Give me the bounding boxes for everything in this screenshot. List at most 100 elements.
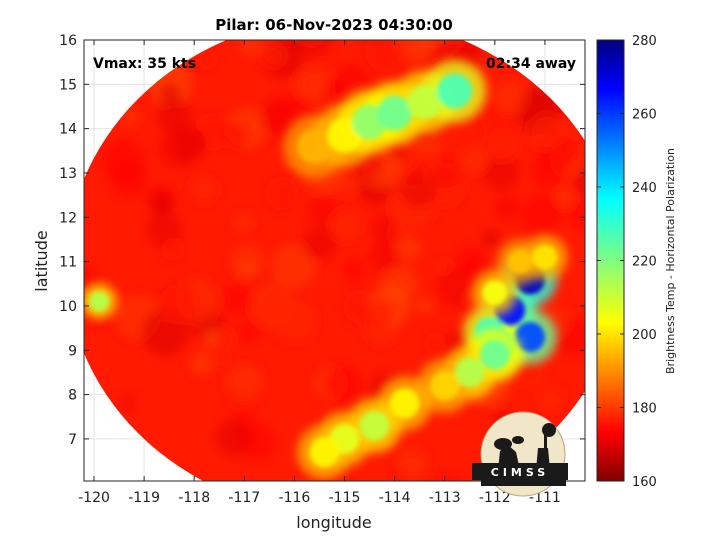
colorbar-ticks: 160 180 200 220 240 260 280 bbox=[597, 34, 657, 490]
feature-point bbox=[532, 244, 558, 270]
x-tick-label: -118 bbox=[178, 490, 210, 506]
feature-band-east-upper bbox=[472, 234, 568, 316]
feature-point bbox=[389, 388, 420, 419]
time-offset-annotation: 02:34 away bbox=[486, 56, 576, 72]
texture-cell bbox=[208, 350, 229, 371]
texture-cell bbox=[265, 176, 299, 211]
chart-title: Pilar: 06-Nov-2023 04:30:00 bbox=[215, 16, 453, 34]
feature-point bbox=[437, 73, 473, 109]
feature-rainband-north bbox=[282, 59, 487, 178]
texture-cell bbox=[273, 298, 318, 343]
texture-cell bbox=[528, 112, 567, 151]
texture-cell bbox=[261, 44, 286, 69]
feature-point bbox=[429, 370, 460, 401]
texture-cell bbox=[238, 259, 257, 279]
colorbar-label: Brightness Temp - Horizontal Polarizatio… bbox=[664, 148, 677, 374]
texture-cell bbox=[240, 40, 264, 56]
feature-core bbox=[482, 244, 558, 306]
colorbar-tick-label: 240 bbox=[632, 181, 657, 196]
texture-cell bbox=[515, 358, 546, 390]
texture-cell bbox=[342, 258, 367, 283]
feature-core bbox=[309, 339, 510, 468]
texture-cell bbox=[159, 126, 201, 168]
texture-cell bbox=[161, 237, 186, 261]
texture-cell bbox=[157, 284, 198, 325]
texture-cell bbox=[366, 299, 395, 328]
texture-cell bbox=[399, 171, 437, 209]
texture-cell bbox=[482, 154, 520, 191]
texture-cell bbox=[554, 188, 575, 209]
colorbar bbox=[596, 39, 625, 482]
feature-point bbox=[377, 95, 413, 131]
texture-cell bbox=[495, 195, 520, 220]
feature-point bbox=[479, 339, 510, 370]
logo-text: CIMSS bbox=[491, 466, 549, 479]
texture-cell bbox=[573, 168, 585, 194]
texture-cell bbox=[101, 139, 145, 183]
feature-point bbox=[309, 437, 340, 468]
texture-cell bbox=[396, 446, 428, 478]
y-tick-label: 15 bbox=[59, 77, 77, 93]
x-tick-label: -112 bbox=[479, 490, 511, 506]
texture-cell bbox=[493, 80, 528, 115]
y-tick-label: 13 bbox=[59, 166, 77, 182]
texture-cell bbox=[84, 267, 96, 288]
colorbar-tick-label: 200 bbox=[632, 328, 657, 343]
feature-spot-west bbox=[84, 283, 118, 320]
texture-cell bbox=[293, 67, 327, 101]
x-tick-label: -116 bbox=[279, 490, 311, 506]
texture-cell bbox=[233, 212, 254, 233]
x-tick-label: -120 bbox=[78, 490, 110, 506]
texture-cell bbox=[482, 229, 500, 248]
texture-cell bbox=[120, 107, 142, 128]
texture-cell bbox=[221, 283, 254, 316]
colorbar-tick-label: 180 bbox=[632, 402, 657, 417]
texture-cell bbox=[226, 364, 264, 401]
y-tick-label: 8 bbox=[68, 388, 77, 404]
feature-point bbox=[359, 410, 390, 441]
y-tick-label: 10 bbox=[59, 299, 77, 315]
texture-cell bbox=[395, 237, 421, 262]
x-tick-label: -113 bbox=[429, 490, 461, 506]
feature-point bbox=[514, 321, 545, 352]
colorbar-tick-label: 220 bbox=[632, 255, 657, 270]
texture-cell bbox=[119, 394, 137, 412]
feature-point bbox=[454, 357, 485, 388]
texture-cell bbox=[154, 197, 173, 216]
y-axis-label: latitude bbox=[32, 230, 51, 291]
texture-cell bbox=[423, 332, 447, 355]
texture-cell bbox=[302, 226, 338, 261]
x-tick-label: -115 bbox=[329, 490, 361, 506]
texture-cell bbox=[196, 49, 219, 71]
texture-cell bbox=[215, 419, 252, 457]
y-tick-label: 14 bbox=[59, 122, 77, 138]
feature-point bbox=[507, 249, 533, 275]
feature-core bbox=[296, 73, 473, 164]
texture-cell bbox=[459, 145, 489, 175]
texture-cell bbox=[321, 79, 346, 104]
texture-cell bbox=[237, 320, 262, 344]
feature-point bbox=[407, 84, 443, 120]
x-tick-label: -114 bbox=[379, 490, 411, 506]
feature-point bbox=[296, 128, 332, 164]
texture-cell bbox=[538, 387, 565, 413]
texture-cell bbox=[219, 121, 249, 150]
y-tick-label: 9 bbox=[68, 343, 77, 359]
texture-cell bbox=[431, 158, 461, 189]
texture-cell bbox=[203, 330, 220, 347]
feature-core bbox=[89, 291, 110, 312]
cimss-logo: CIMSS bbox=[472, 411, 568, 497]
texture-cell bbox=[328, 209, 362, 243]
y-axis: 7 8 9 10 11 12 13 14 15 16 bbox=[59, 33, 585, 448]
feature-point bbox=[482, 280, 508, 306]
y-tick-label: 12 bbox=[59, 210, 77, 226]
feature-point bbox=[89, 291, 110, 312]
x-tick-label: -119 bbox=[128, 490, 160, 506]
feature-band-southeast bbox=[297, 327, 522, 480]
vmax-annotation: Vmax: 35 kts bbox=[93, 56, 196, 72]
colorbar-tick-label: 160 bbox=[632, 475, 657, 490]
texture-cell bbox=[189, 175, 219, 204]
y-tick-label: 11 bbox=[59, 255, 77, 271]
colorbar-tick-label: 260 bbox=[632, 108, 657, 123]
